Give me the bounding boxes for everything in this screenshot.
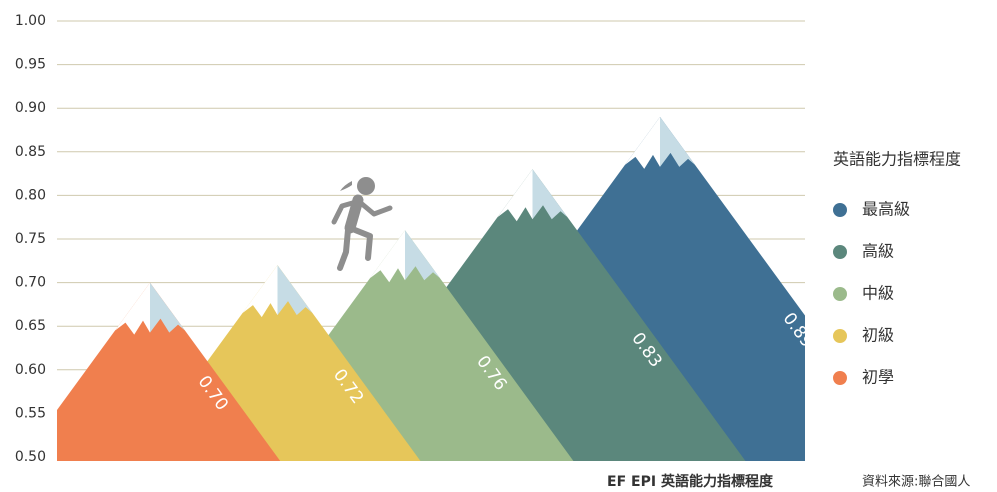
x-axis-label: EF EPI 英語能力指標程度: [607, 473, 774, 490]
legend-title: 英語能力指標程度: [833, 150, 961, 169]
snow-right: [660, 117, 695, 167]
legend-swatch: [833, 245, 847, 259]
legend-label: 初學: [862, 368, 894, 387]
snow-right: [533, 169, 568, 219]
legend-label: 初級: [862, 326, 894, 345]
y-tick-label: 0.60: [15, 362, 46, 378]
legend: 初學 初級 中級 高級 最高級: [833, 200, 910, 387]
snow-right: [405, 230, 440, 280]
legend-swatch: [833, 287, 847, 301]
legend-label: 高級: [862, 242, 894, 261]
y-tick-label: 0.90: [15, 100, 46, 116]
y-tick-label: 0.85: [15, 144, 46, 160]
y-tick-label: 0.80: [15, 187, 46, 203]
source-note: 資料來源:聯合國人: [862, 475, 970, 490]
y-tick-label: 0.95: [15, 57, 46, 73]
legend-swatch: [833, 329, 847, 343]
y-tick-label: 0.70: [15, 275, 46, 291]
y-tick-label: 0.55: [15, 405, 46, 421]
hiker-icon: [334, 177, 390, 268]
legend-swatch: [833, 371, 847, 385]
legend-swatch: [833, 203, 847, 217]
y-tick-label: 0.65: [15, 318, 46, 334]
legend-label: 最高級: [862, 200, 910, 219]
y-tick-label: 0.75: [15, 231, 46, 247]
y-tick-label: 0.50: [15, 449, 46, 465]
mountains: 0.890.830.760.720.70: [20, 117, 911, 461]
snow-right: [278, 265, 313, 315]
chart: 0.50 0.55 0.60 0.65 0.70 0.75 0.80 0.85 0.90 0.95…: [0, 0, 997, 492]
legend-label: 中級: [862, 284, 894, 303]
snow-right: [150, 283, 185, 333]
y-tick-label: 1.00: [15, 13, 46, 29]
